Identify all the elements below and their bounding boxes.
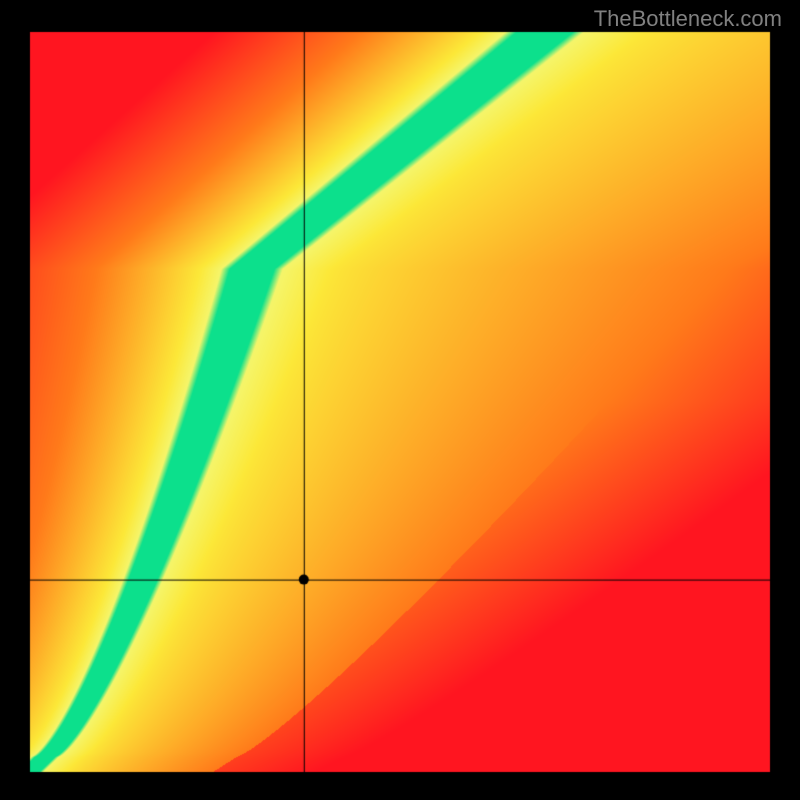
chart-container: TheBottleneck.com bbox=[0, 0, 800, 800]
heatmap-canvas bbox=[0, 0, 800, 800]
watermark-text: TheBottleneck.com bbox=[594, 6, 782, 32]
